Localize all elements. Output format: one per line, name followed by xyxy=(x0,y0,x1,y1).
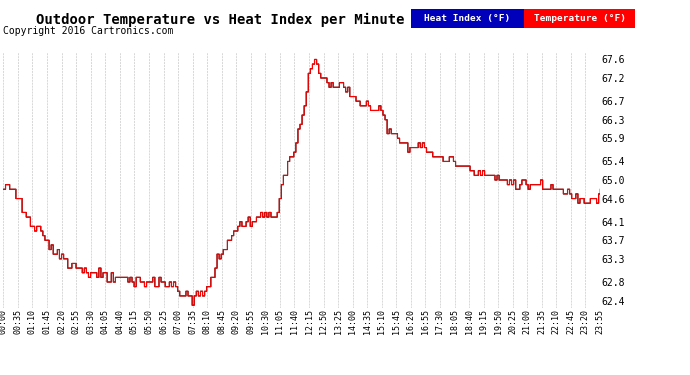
Text: Temperature (°F): Temperature (°F) xyxy=(533,14,626,23)
Text: Outdoor Temperature vs Heat Index per Minute (24 Hours) 20160924: Outdoor Temperature vs Heat Index per Mi… xyxy=(36,13,571,27)
Text: Copyright 2016 Cartronics.com: Copyright 2016 Cartronics.com xyxy=(3,26,174,36)
Text: Heat Index (°F): Heat Index (°F) xyxy=(424,14,511,23)
